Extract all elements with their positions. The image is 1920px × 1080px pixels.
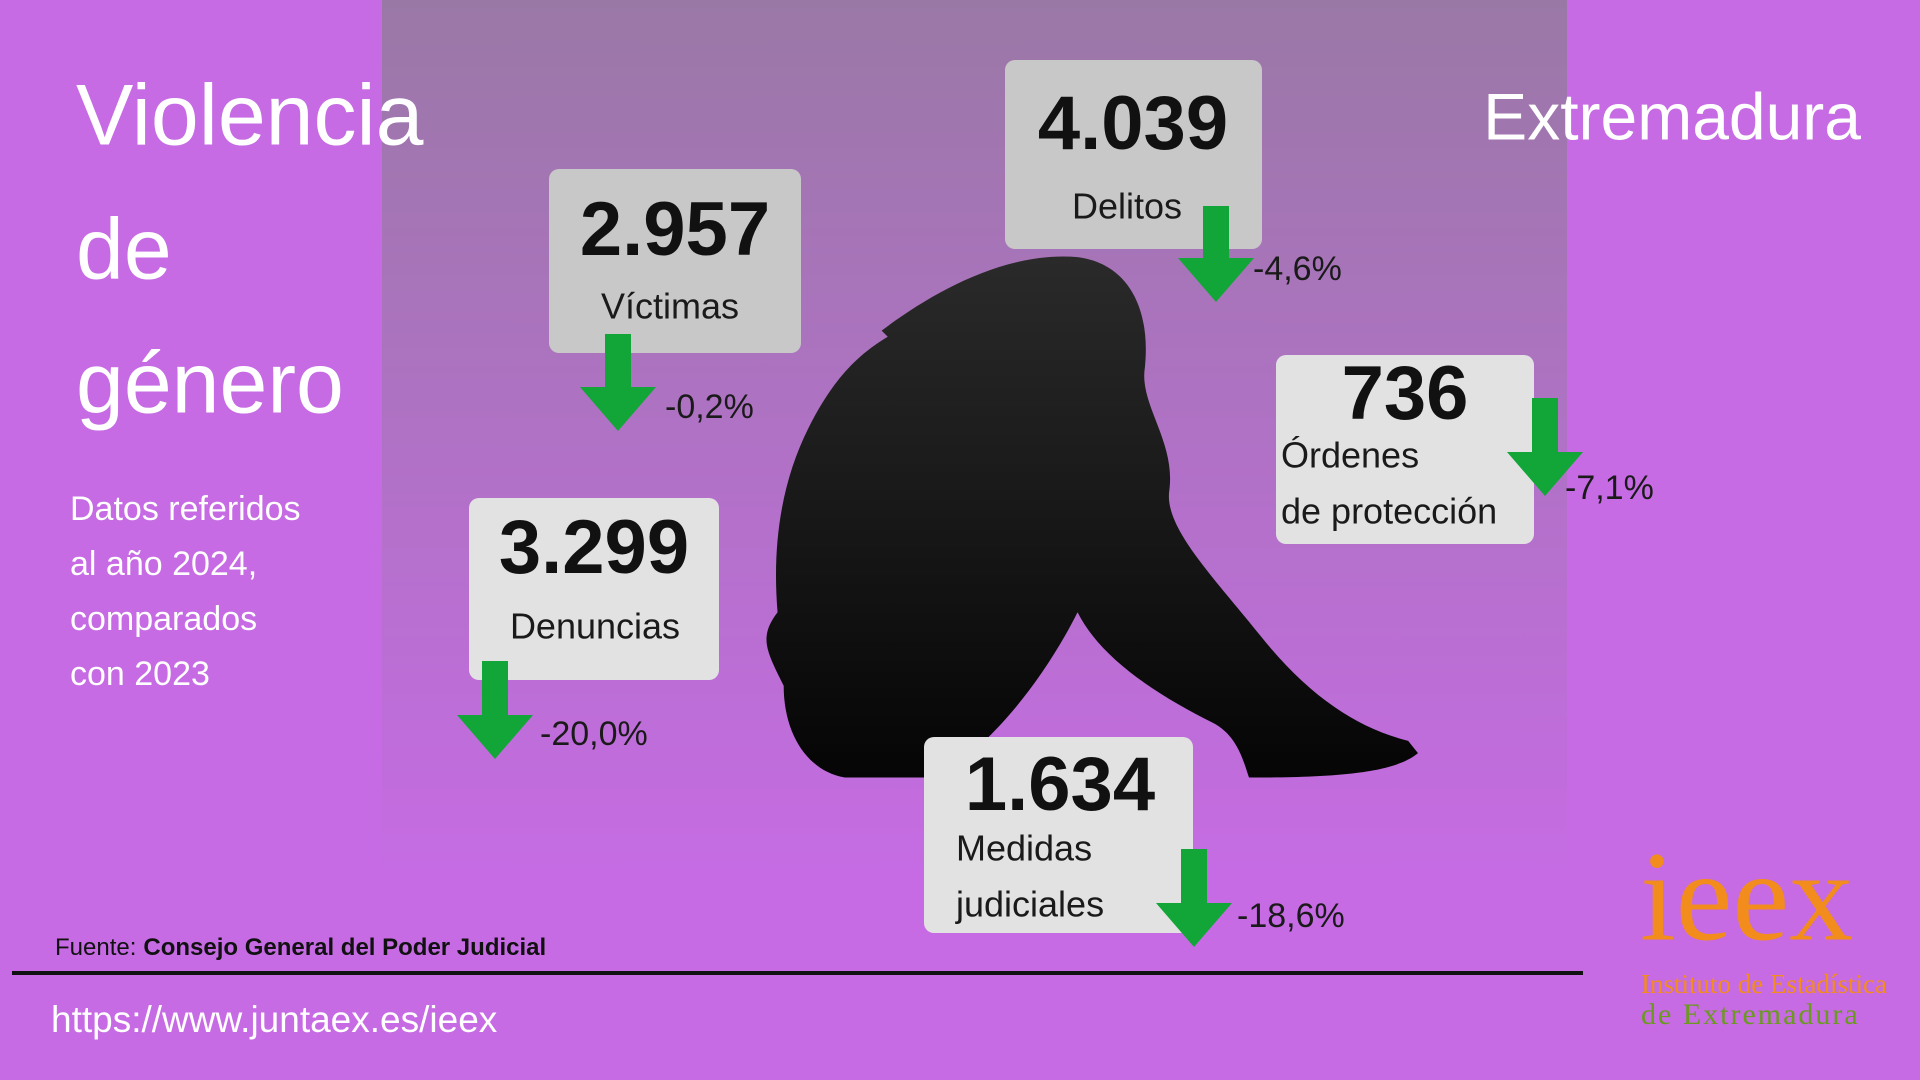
down-arrow [1156,849,1232,947]
title-line: de [76,202,172,298]
stat-label: Medidas [956,828,1092,869]
stat-value: 4.039 [1038,81,1228,166]
subtitle-line: comparados [70,600,257,638]
stat-change: -20,0% [540,715,648,753]
stat-card: 4.039 Delitos -4,6% [1005,60,1342,302]
stat-box [549,169,801,353]
down-arrow [1178,206,1254,302]
down-arrow [457,661,533,759]
stat-change: -7,1% [1565,469,1654,507]
logo-line2: de Extremadura [1641,998,1860,1031]
title-line: género [76,336,344,432]
stat-box [469,498,719,680]
stat-value: 1.634 [965,742,1155,827]
stat-card: 3.299 Denuncias -20,0% [457,498,719,759]
stat-change: -0,2% [665,388,754,426]
subtitle-line: con 2023 [70,655,210,693]
region: Extremadura [1483,79,1861,153]
stat-label: Víctimas [601,286,739,327]
stat-value: 2.957 [580,187,770,272]
stat-value: 3.299 [499,505,689,590]
source: Fuente: Consejo General del Poder Judicia… [55,934,546,961]
stat-card: 2.957 Víctimas -0,2% [549,169,801,431]
stat-label: judiciales [955,884,1104,925]
stat-box [1276,355,1534,544]
down-arrow [580,334,656,431]
stat-box [1005,60,1262,249]
silhouette [766,256,1418,778]
source-label: Fuente: [55,934,136,961]
stat-label: Órdenes [1281,435,1419,476]
url[interactable]: https://www.juntaex.es/ieex [51,999,498,1040]
source-name: Consejo General del Poder Judicial [143,934,546,961]
stat-label: de protección [1281,491,1497,532]
logo-line1: Instituto de Estadística [1641,969,1887,999]
down-arrow [1507,398,1583,496]
stat-label: Denuncias [510,606,680,647]
stat-label: Delitos [1072,186,1182,227]
subtitle-line: al año 2024, [70,545,257,583]
subtitle-line: Datos referidos [70,490,301,528]
title-line: Violencia [76,68,424,164]
stat-change: -4,6% [1253,250,1342,288]
logo-mark: ieex [1640,825,1853,967]
stat-value: 736 [1342,351,1469,436]
stat-box [924,737,1193,933]
stat-change: -18,6% [1237,897,1345,935]
